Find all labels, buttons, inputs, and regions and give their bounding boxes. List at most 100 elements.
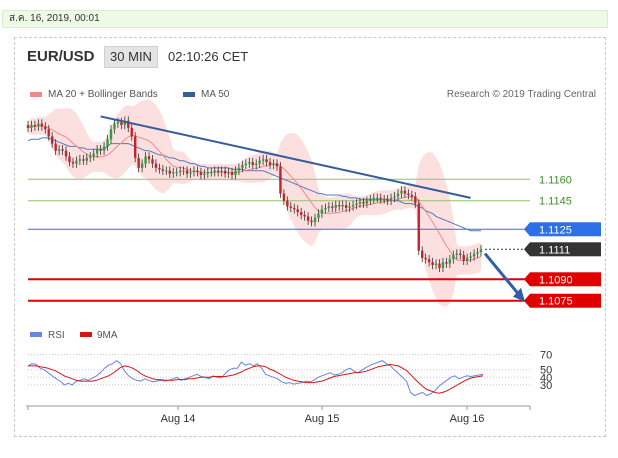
date-text: ส.ค. 16, 2019, 00:01	[9, 13, 100, 24]
candle	[234, 170, 237, 175]
candle	[327, 206, 331, 208]
candle	[206, 172, 210, 174]
candle	[414, 196, 417, 204]
projection-arrow-shaft	[483, 252, 521, 296]
candle	[99, 149, 102, 151]
candle	[344, 205, 348, 208]
rsi-tick-40: 40	[540, 372, 552, 384]
candle	[421, 250, 424, 258]
candle	[324, 207, 327, 210]
candle	[109, 129, 113, 140]
candle	[389, 197, 393, 201]
candle	[113, 123, 116, 130]
candle	[299, 212, 303, 215]
candle	[192, 170, 196, 173]
research-credit: Research © 2019 Trading Central	[446, 89, 596, 100]
candle	[33, 125, 37, 127]
x-tick-label: Aug 15	[305, 413, 340, 425]
candle	[382, 199, 386, 201]
candle	[455, 253, 458, 255]
candle	[355, 203, 358, 205]
candle	[255, 163, 258, 165]
instrument-pair: EUR/USD	[27, 48, 95, 65]
candle	[123, 120, 127, 125]
candle	[78, 159, 82, 161]
candle	[427, 259, 431, 263]
candle	[120, 122, 123, 125]
ma20-swatch	[30, 92, 42, 97]
level-label-1.1145: 1.1145	[539, 196, 572, 208]
ma20-line	[27, 125, 482, 262]
candle	[351, 205, 355, 207]
time-display: 02:10:26 CET	[168, 49, 249, 64]
candle	[165, 170, 168, 172]
candle	[210, 172, 213, 174]
level-label-1.1160: 1.1160	[539, 174, 572, 186]
candle	[147, 156, 151, 160]
candle	[244, 163, 248, 165]
candle	[261, 159, 265, 161]
rsi-tick-70: 70	[540, 350, 552, 362]
level-label-bg-1.1075	[530, 293, 601, 308]
candle	[431, 262, 434, 265]
candle	[68, 156, 71, 163]
legend-ma20: MA 20 + Bollinger Bands	[30, 89, 158, 100]
candle	[424, 257, 427, 260]
candle	[376, 197, 379, 199]
candles	[26, 116, 483, 273]
candle	[26, 125, 30, 128]
candle	[379, 197, 382, 200]
candle	[199, 172, 203, 175]
candle	[130, 127, 133, 137]
candle	[61, 149, 64, 151]
candle	[185, 170, 189, 174]
candle	[196, 170, 199, 173]
candle	[341, 205, 344, 207]
candle	[448, 259, 452, 264]
level-label-bg-1.1090	[530, 272, 601, 287]
level-label-notch	[524, 222, 530, 237]
candle	[310, 220, 313, 223]
level-label-1.1111: 1.1111	[539, 244, 570, 256]
candle	[275, 163, 279, 167]
candle	[434, 263, 438, 265]
candle	[168, 170, 171, 174]
level-label-1.1125: 1.1125	[539, 224, 572, 236]
candle	[30, 125, 33, 128]
candle	[306, 216, 310, 221]
candle	[172, 172, 175, 174]
candle	[237, 167, 241, 171]
x-tick-label: Aug 14	[161, 413, 196, 425]
candle	[64, 150, 68, 157]
candle	[296, 209, 299, 213]
candle	[403, 190, 407, 194]
candle	[158, 167, 161, 170]
rsi-legend-label: RSI	[48, 330, 65, 341]
candle	[313, 217, 317, 223]
candle	[265, 159, 268, 163]
level-label-1.1075: 1.1075	[539, 296, 573, 308]
candle	[417, 203, 420, 251]
candle	[213, 170, 216, 173]
candle	[92, 153, 95, 157]
candle	[472, 253, 476, 257]
candle	[251, 162, 254, 165]
candle	[362, 202, 365, 204]
candle	[182, 170, 185, 172]
candle	[189, 172, 192, 174]
candle	[82, 159, 85, 161]
candle	[268, 162, 272, 165]
candle	[400, 190, 403, 194]
timeframe-badge[interactable]: 30 MIN	[104, 46, 158, 68]
ma9-legend-label: 9MA	[97, 330, 118, 341]
candle	[161, 169, 165, 171]
candle	[54, 143, 57, 151]
candle	[293, 207, 296, 210]
rsi-line	[27, 359, 484, 397]
rsi-tick-30: 30	[540, 380, 552, 392]
candle	[338, 205, 341, 207]
candle	[303, 215, 306, 217]
candle	[223, 170, 227, 174]
candle	[71, 162, 75, 164]
candle	[469, 256, 472, 258]
